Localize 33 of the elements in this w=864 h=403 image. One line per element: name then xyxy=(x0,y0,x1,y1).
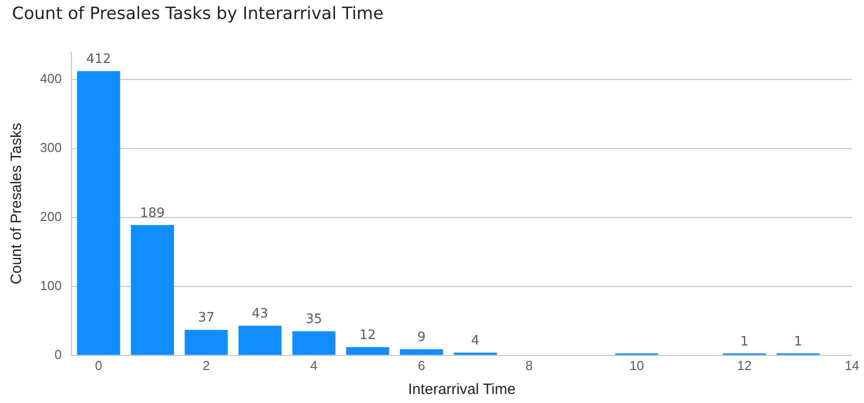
x-tick-label: 4 xyxy=(310,358,318,373)
data-label: 4 xyxy=(471,334,480,349)
data-label: 12 xyxy=(359,328,376,343)
y-tick-label: 100 xyxy=(40,278,62,293)
data-label: 412 xyxy=(86,52,112,67)
y-axis-title: Count of Presales Tasks xyxy=(8,122,26,284)
x-tick-label: 10 xyxy=(630,358,644,373)
x-axis-title: Interarrival Time xyxy=(408,381,516,398)
data-label: 35 xyxy=(306,312,322,328)
x-tick-label: 6 xyxy=(418,358,426,373)
x-tick-label: 8 xyxy=(525,358,533,373)
bar xyxy=(77,71,120,355)
bar xyxy=(346,347,390,355)
y-tick-label: 300 xyxy=(40,140,62,155)
x-tick-label: 12 xyxy=(737,358,752,373)
bar xyxy=(400,349,444,355)
y-tick-label: 0 xyxy=(54,346,62,362)
data-label: 1 xyxy=(794,334,802,350)
x-tick-label: 2 xyxy=(202,358,210,373)
data-label: 43 xyxy=(252,306,268,322)
data-label: 37 xyxy=(198,310,214,326)
data-label: 9 xyxy=(417,330,426,346)
data-label: 1 xyxy=(740,334,749,350)
y-tick-label: 400 xyxy=(40,70,62,86)
x-tick-label: 14 xyxy=(844,358,860,373)
x-tick-label: 0 xyxy=(94,358,102,373)
bar xyxy=(130,224,174,355)
bar xyxy=(292,331,336,355)
bar xyxy=(184,330,228,355)
bar xyxy=(238,326,282,355)
y-tick-label: 200 xyxy=(40,208,62,224)
chart-title: Count of Presales Tasks by Interarrival Time xyxy=(12,4,384,24)
data-label: 189 xyxy=(140,206,165,221)
